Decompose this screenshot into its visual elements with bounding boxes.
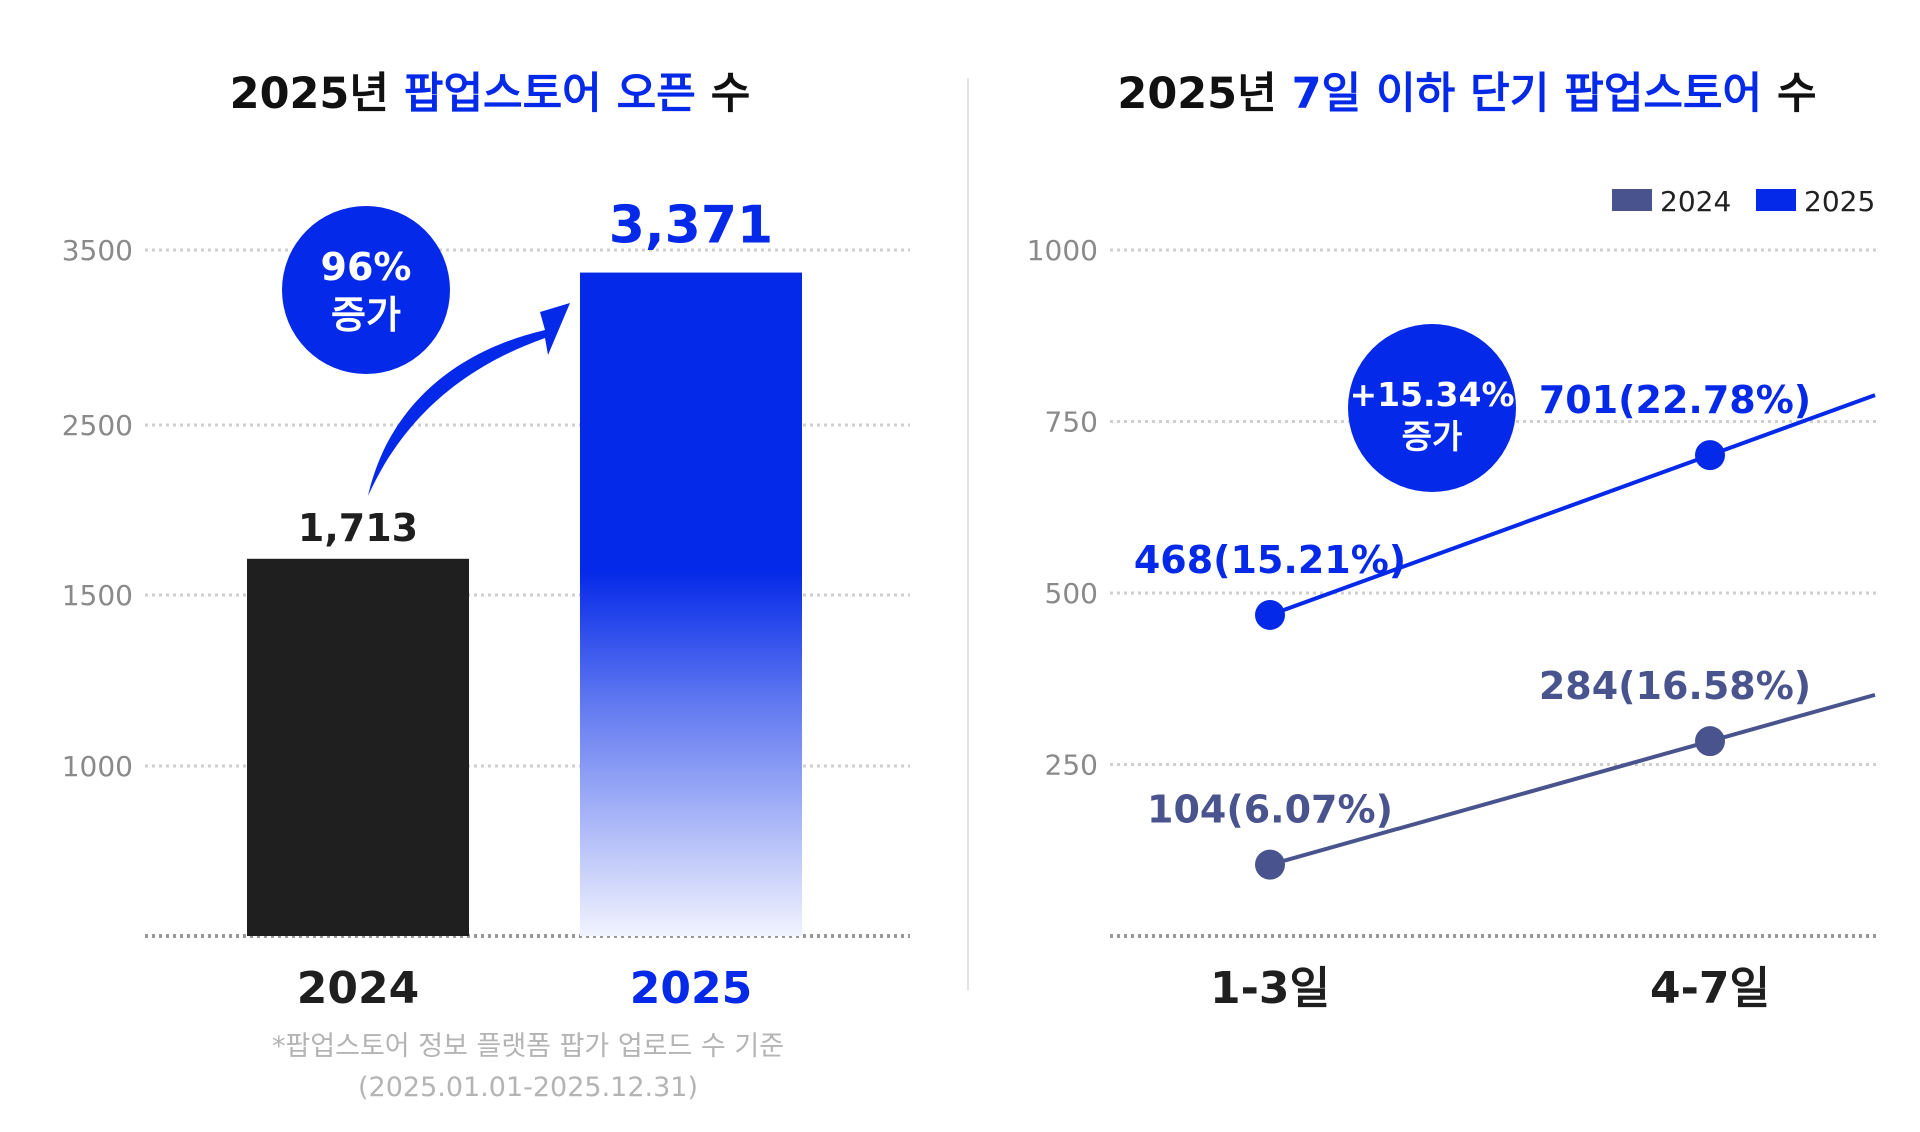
- bar-2024: [247, 558, 469, 936]
- point-2024-4-7일: [1695, 726, 1725, 757]
- left-x-tick-label: 2025: [630, 963, 752, 1014]
- point-2025-4-7일: [1695, 440, 1725, 471]
- right-x-tick-label: 4-7일: [1650, 963, 1770, 1014]
- bar-value-label: 3,371: [609, 196, 773, 256]
- legend-swatch-2024: [1612, 189, 1652, 211]
- growth-badge-percent: 96%: [321, 245, 412, 289]
- short-term-badge-label: 증가: [1402, 417, 1463, 456]
- left-title-highlight: 팝업스토어 오픈: [404, 69, 696, 119]
- point-label: 468(15.21%): [1134, 538, 1406, 582]
- source-note-line1: *팝업스토어 정보 플랫폼 팝가 업로드 수 기준: [272, 1031, 784, 1062]
- left-panel: 2025년 팝업스토어 오픈 수 1000 1500 2500 3500 1,713 3…: [62, 69, 910, 1103]
- short-term-badge: +15.34% 증가: [1348, 324, 1516, 492]
- left-x-axis: 2024 2025: [297, 963, 752, 1014]
- legend: 2024 2025: [1612, 185, 1875, 218]
- left-title-suffix: 수: [696, 69, 751, 119]
- right-y-tick-label: 1000: [1027, 234, 1098, 267]
- right-x-tick-label: 1-3일: [1210, 963, 1330, 1014]
- growth-badge-circle: [282, 206, 450, 374]
- left-x-tick-label: 2024: [297, 963, 419, 1014]
- short-term-badge-circle: [1348, 324, 1516, 492]
- bar-2025: [580, 272, 802, 936]
- point-label: 104(6.07%): [1147, 788, 1393, 832]
- point-label: 701(22.78%): [1539, 378, 1811, 422]
- left-y-tick-label: 2500: [62, 409, 133, 442]
- left-y-tick-label: 1000: [62, 750, 133, 783]
- right-title-suffix: 수: [1762, 69, 1817, 119]
- point-label: 284(16.58%): [1539, 664, 1811, 708]
- legend-label-2024: 2024: [1660, 185, 1731, 218]
- growth-badge: 96% 증가: [282, 206, 450, 374]
- point-2025-1-3일: [1255, 599, 1285, 630]
- bar-value-label: 1,713: [298, 506, 418, 550]
- short-term-badge-percent: +15.34%: [1349, 375, 1514, 414]
- right-panel: 2025년 7일 이하 단기 팝업스토어 수 2024 2025 250 500 7…: [1027, 69, 1878, 1014]
- source-note-line2: (2025.01.01-2025.12.31): [358, 1072, 698, 1103]
- right-title: 2025년 7일 이하 단기 팝업스토어 수: [1117, 69, 1816, 119]
- left-title: 2025년 팝업스토어 오픈 수: [230, 69, 751, 119]
- left-title-prefix: 2025년: [230, 69, 404, 119]
- right-title-highlight: 7일 이하 단기 팝업스토어: [1292, 69, 1762, 119]
- legend-swatch-2025: [1756, 189, 1796, 211]
- left-y-axis: 1000 1500 2500 3500: [62, 234, 133, 783]
- growth-badge-label: 증가: [331, 293, 401, 337]
- right-x-axis: 1-3일 4-7일: [1210, 963, 1770, 1014]
- right-gridlines: [1110, 248, 1878, 766]
- right-title-prefix: 2025년: [1117, 69, 1291, 119]
- left-y-tick-label: 1500: [62, 579, 133, 612]
- right-y-tick-label: 750: [1045, 406, 1098, 439]
- legend-label-2025: 2025: [1804, 185, 1875, 218]
- right-y-tick-label: 500: [1045, 577, 1098, 610]
- point-2024-1-3일: [1255, 849, 1285, 880]
- right-series: 104(6.07%) 284(16.58%) 468(15.21%) 701(22.7…: [1134, 378, 1876, 880]
- growth-arrow: [368, 303, 570, 496]
- left-bars: 1,713 3,371: [247, 196, 802, 936]
- right-y-axis: 250 500 750 1000: [1027, 234, 1098, 782]
- right-y-tick-label: 250: [1045, 749, 1098, 782]
- line-series-2024: [1269, 692, 1876, 867]
- left-y-tick-label: 3500: [62, 234, 133, 267]
